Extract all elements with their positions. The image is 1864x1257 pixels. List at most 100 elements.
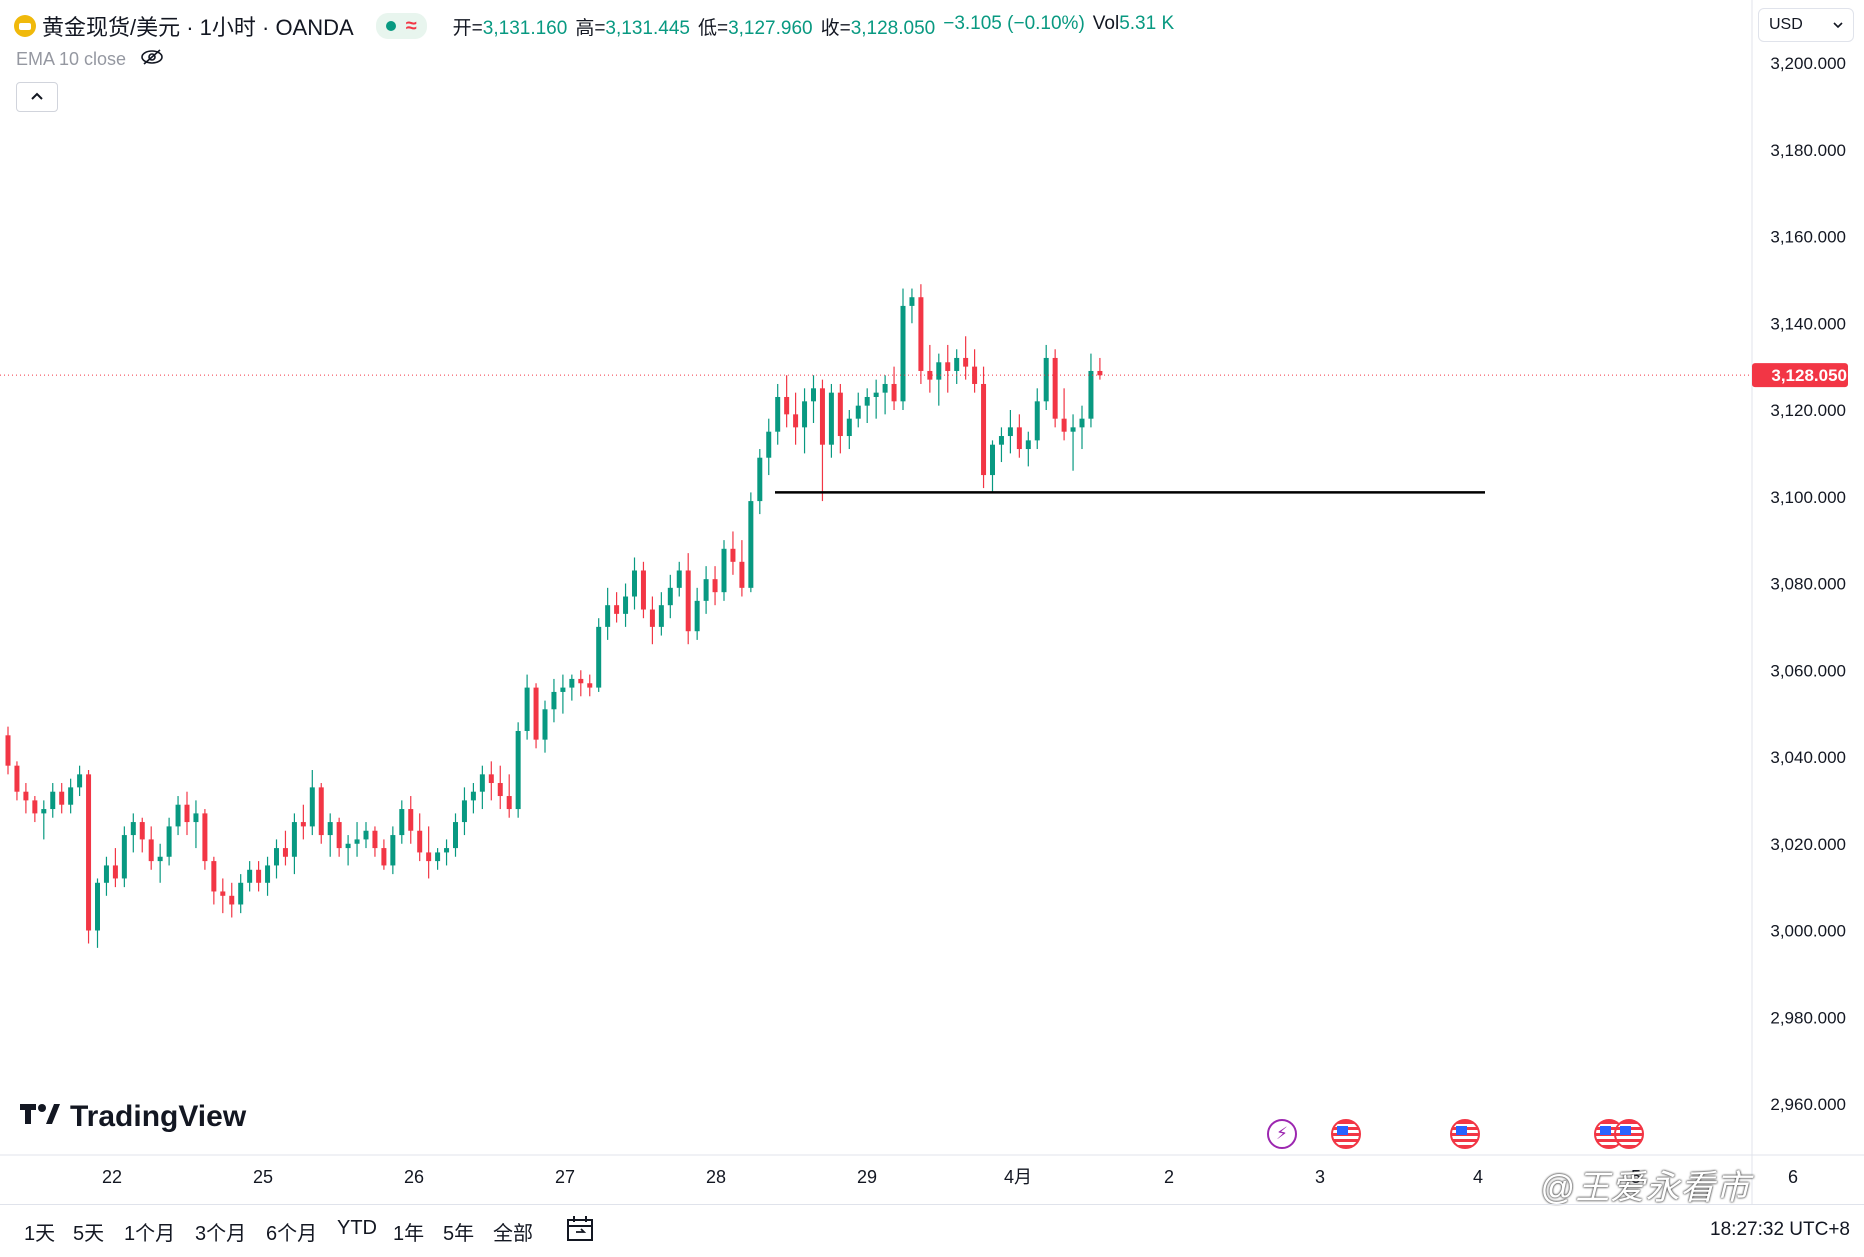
candle-body [695,601,700,631]
open-label: 开= [453,18,483,39]
us-flag-icon[interactable] [1614,1119,1644,1149]
candle-body [355,839,360,843]
ema-label: EMA 10 close [16,49,126,70]
tv-logo-icon [20,1100,60,1134]
lightning-event-icon[interactable]: ⚡ [1267,1119,1297,1149]
symbol-header: 黄金现货/美元 · 1小时 · OANDA ≈ 开=3,131.160 高=3,… [14,10,1174,42]
y-tick-label: 3,060.000 [1770,661,1846,680]
candle-body [596,627,601,688]
us-flag-icon[interactable] [1331,1119,1361,1149]
candle-body [346,844,351,848]
candle-body [32,800,37,813]
candle-body [838,393,843,436]
candle-body [390,835,395,865]
candle-body [650,610,655,627]
candle-body [364,831,369,840]
market-status[interactable]: ≈ [376,13,427,39]
candle-body [883,384,888,393]
range-all-button[interactable]: 全部 [493,1217,533,1246]
range-5d-button[interactable]: 5天 [73,1217,104,1246]
candle-body [462,800,467,822]
y-tick-label: 3,200.000 [1770,54,1846,73]
bottom-toolbar: 1天 5天 1个月 3个月 6个月 YTD 1年 5年 全部 18:27:32 … [0,1204,1864,1253]
vol-label: Vol [1093,13,1119,34]
candle-body [936,362,941,379]
candle-body [211,861,216,891]
tradingview-logo[interactable]: TradingView [20,1100,246,1134]
author-watermark: @王爱永看市 [1540,1160,1751,1209]
range-1y-button[interactable]: 1年 [393,1217,424,1246]
range-ytd-button[interactable]: YTD [337,1217,377,1240]
chevron-down-icon [1833,16,1843,34]
candle-body [793,414,798,427]
last-price-label: 3,128.050 [1771,366,1847,385]
candle-body [560,688,565,692]
candle-body [963,358,968,367]
low-value: 3,127.960 [728,18,813,39]
us-flag-icon[interactable] [1450,1119,1480,1149]
candle-body [516,731,521,809]
y-tick-label: 2,960.000 [1770,1095,1846,1114]
y-tick-label: 2,980.000 [1770,1008,1846,1027]
candle-body [444,848,449,852]
symbol-title[interactable]: 黄金现货/美元 · 1小时 · OANDA [42,10,354,42]
candle-body [775,397,780,432]
calendar-range-icon[interactable] [566,1215,596,1248]
range-3m-button[interactable]: 3个月 [195,1217,246,1246]
candle-body [1053,358,1058,419]
ema-indicator[interactable]: EMA 10 close [16,48,164,71]
candle-body [50,792,55,809]
candle-body [534,688,539,740]
candle-body [551,692,556,709]
candle-body [686,570,691,631]
candle-body [14,766,19,792]
candle-body [543,709,548,739]
candle-body [829,393,834,445]
candle-body [77,774,82,787]
range-1m-button[interactable]: 1个月 [124,1217,175,1246]
range-1d-button[interactable]: 1天 [24,1217,55,1246]
candle-body [587,683,592,687]
candle-body [1071,427,1076,431]
candle-body [274,848,279,865]
change-value: −3.105 (−0.10%) [943,13,1085,40]
y-tick-label: 3,020.000 [1770,835,1846,854]
candle-body [918,297,923,371]
candle-body [677,570,682,587]
eye-hidden-icon[interactable] [140,48,164,71]
candle-body [149,839,154,861]
candle-body [498,783,503,796]
candle-body [722,549,727,592]
range-5y-button[interactable]: 5年 [443,1217,474,1246]
currency-select[interactable]: USD [1758,8,1854,42]
candle-body [453,822,458,848]
candle-body [399,809,404,835]
candle-body [310,787,315,826]
candle-body [713,579,718,592]
high-value: 3,131.445 [605,18,690,39]
candle-body [265,865,270,882]
candle-body [381,848,386,865]
y-tick-label: 3,120.000 [1770,401,1846,420]
candle-body [113,865,118,878]
candle-body [319,787,324,835]
open-value: 3,131.160 [483,18,568,39]
candle-body [59,792,64,805]
candle-body [256,870,261,883]
y-tick-label: 3,000.000 [1770,922,1846,941]
collapse-legend-button[interactable] [16,82,58,112]
candle-body [1017,427,1022,449]
y-tick-label: 3,080.000 [1770,575,1846,594]
x-tick-label: 2 [1164,1167,1174,1187]
candle-body [158,857,163,861]
price-chart[interactable]: 3,200.000 3,180.000 3,160.000 3,140.000 3,12… [0,0,1864,1204]
range-6m-button[interactable]: 6个月 [266,1217,317,1246]
candle-body [167,826,172,856]
candle-body [847,419,852,436]
candle-body [811,388,816,401]
x-tick-label: 4月 [1004,1167,1032,1187]
x-tick-label: 22 [102,1167,122,1187]
candle-body [301,822,306,826]
candle-body [1062,419,1067,432]
candle-body [292,822,297,857]
